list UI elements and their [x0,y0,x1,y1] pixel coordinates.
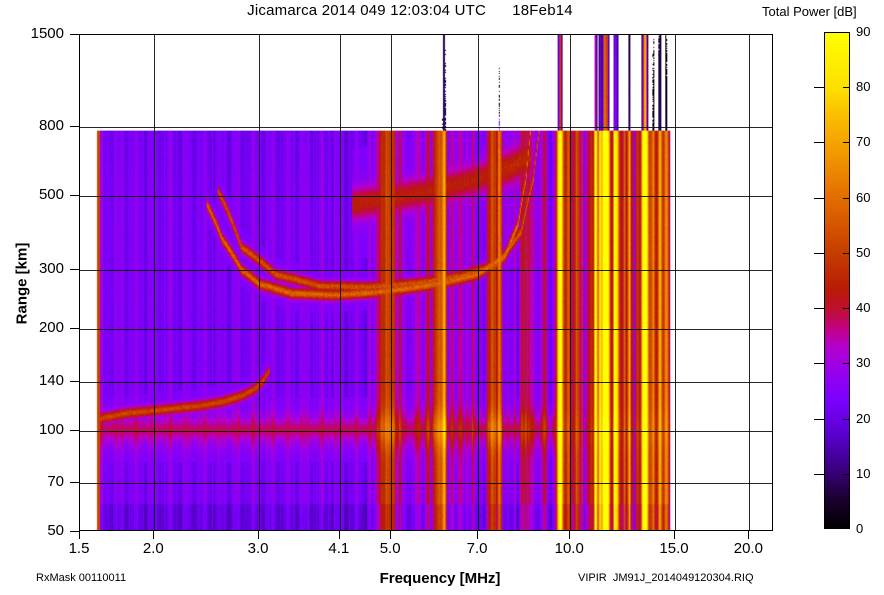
x-tick-label: 2.0 [142,540,164,557]
colorbar-title: Total Power [dB] [762,4,857,19]
colorbar-tick-label: 40 [856,300,871,316]
y-tick-mark [70,125,79,127]
colorbar-tick-mark-inner [843,252,850,254]
x-tick-mark [153,531,155,539]
colorbar-tick-label: 10 [856,465,871,481]
colorbar-tick-label: 70 [856,134,871,150]
y-tick-label: 140 [38,371,64,389]
y-tick-mark [70,481,79,483]
y-tick-label: 500 [38,185,64,203]
y-tick-label: 100 [38,420,64,438]
y-tick-label: 800 [38,116,64,134]
colorbar-tick-mark-inner [843,473,850,475]
colorbar-tick-mark [814,252,824,254]
y-tick-label: 70 [47,472,64,490]
y-tick-label: 300 [38,260,64,278]
x-tick-mark [674,531,676,539]
x-tick-label: 4.1 [328,540,350,557]
x-tick-mark [338,531,340,539]
y-tick-mark [70,328,79,330]
x-tick-mark [477,531,479,539]
colorbar-tick-label: 20 [856,410,871,426]
colorbar-tick-label: 80 [856,79,871,95]
colorbar-tick-mark [814,308,824,310]
x-tick-label: 15.0 [659,540,689,557]
y-tick-mark [70,194,79,196]
colorbar-tick-mark-inner [843,363,850,365]
y-tick-mark [70,269,79,271]
colorbar-tick-mark-inner [843,197,850,199]
y-tick-mark [70,429,79,431]
colorbar-tick-mark-inner [843,308,850,310]
x-tick-label: 20.0 [733,540,763,557]
colorbar-tick-label: 50 [856,244,871,260]
y-tick-label: 50 [47,522,64,539]
x-tick-mark [79,531,80,539]
colorbar-tick-mark [814,418,824,420]
colorbar-tick-label: 90 [856,24,871,39]
colorbar-tick-mark-inner [843,87,850,89]
ionogram-heatmap-canvas [80,35,772,530]
y-tick-label: 200 [38,319,64,337]
colorbar-tick-mark [814,363,824,365]
colorbar-tick-mark [814,197,824,199]
x-tick-mark [390,531,392,539]
x-axis-label: Frequency [MHz] [379,570,501,587]
x-tick-mark [258,531,260,539]
colorbar-tick-mark [814,473,824,475]
y-tick-mark [70,380,79,382]
x-tick-mark [569,531,571,539]
x-tick-label: 7.0 [466,540,488,557]
y-tick-mark [70,531,79,532]
colorbar-tick-mark [814,87,824,89]
ionogram-plot-area[interactable] [79,34,773,531]
colorbar-tick-label: 30 [856,355,871,371]
x-tick-label: 5.0 [379,540,401,557]
x-tick-mark [748,531,750,539]
x-tick-label: 10.0 [554,540,584,557]
y-tick-mark [70,34,79,35]
colorbar-tick-mark-inner [843,418,850,420]
y-tick-label: 1500 [30,25,64,42]
colorbar-gradient [824,32,850,529]
colorbar-tick-mark-inner [843,142,850,144]
page-title: Jicamarca 2014 049 12:03:04 UTC 18Feb14 [247,2,573,19]
colorbar-tick-label: 60 [856,189,871,205]
x-tick-label: 3.0 [247,540,269,557]
source-file-label: VIPIR JM91J_2014049120304.RIQ [578,572,754,584]
colorbar-tick-mark [814,142,824,144]
rxmask-label: RxMask 00110011 [36,572,127,584]
colorbar-tick-label: 0 [856,521,864,536]
x-tick-label: 1.5 [68,540,90,557]
